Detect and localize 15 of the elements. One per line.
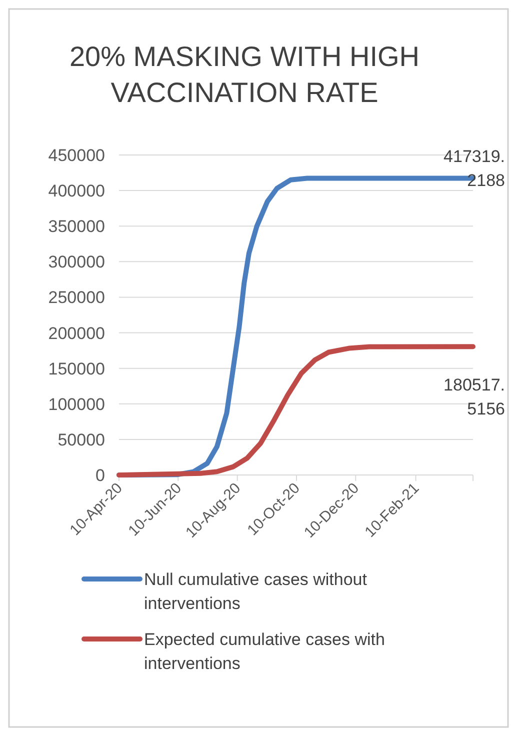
legend-label: Null cumulative cases without interventions — [144, 570, 368, 613]
y-tick-label: 150000 — [48, 359, 105, 378]
y-tick-label: 250000 — [48, 288, 105, 308]
y-tick-label: 50000 — [58, 430, 105, 450]
data-label: 417319.2188 — [444, 147, 505, 190]
y-tick-label: 350000 — [48, 217, 105, 236]
legend-label: Expected cumulative cases with interventions — [144, 630, 385, 673]
y-tick-label: 300000 — [48, 252, 105, 272]
y-tick-label: 200000 — [48, 324, 105, 343]
data-label: 180517.5156 — [444, 376, 505, 419]
y-tick-label: 0 — [96, 466, 105, 485]
y-tick-label: 100000 — [48, 394, 105, 414]
y-tick-label: 450000 — [48, 146, 105, 165]
chart-title: 20% MASKING WITH HIGH VACCINATION RATE — [69, 41, 420, 108]
y-tick-label: 400000 — [48, 182, 105, 201]
